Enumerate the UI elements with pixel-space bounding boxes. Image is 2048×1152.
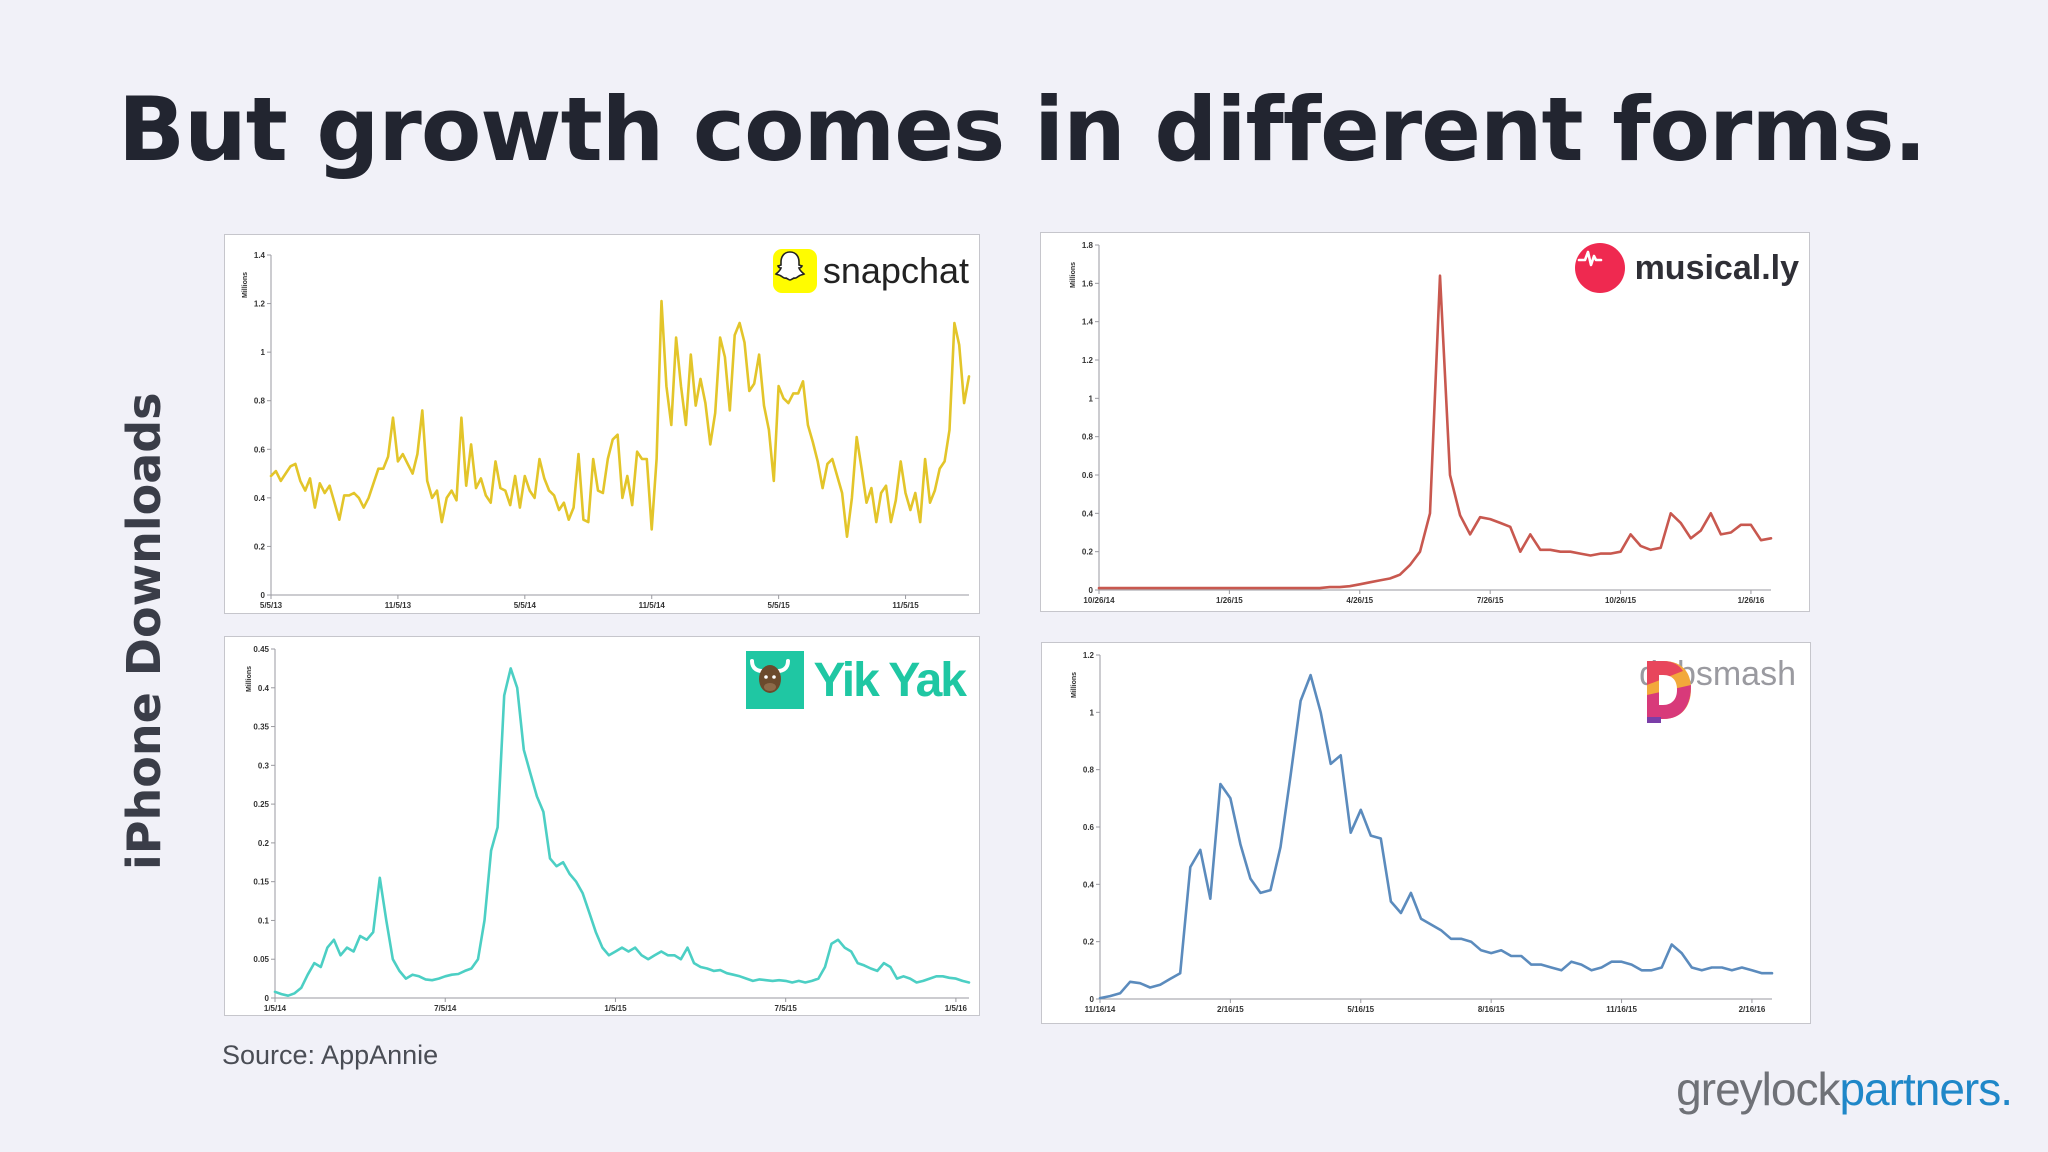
yikyak-chart: 0 0.05 0.1 0.15 0.2 0.25 0.3 0.35 0.4 0.45 Million… <box>246 645 971 1013</box>
snapchat-y-tick-label: 0.6 <box>254 445 266 454</box>
yikyak-wordmark: Yik Yak <box>813 653 967 707</box>
yikyak-y-tick-label: 0.4 <box>258 684 270 693</box>
source-note: Source: AppAnnie <box>222 1040 439 1070</box>
snapchat-x-tick-label: 11/5/13 <box>385 601 412 610</box>
dubsmash-y-tick-label: 0 <box>1090 995 1095 1004</box>
musically-logo: musical.ly <box>1574 243 1799 293</box>
dubsmash-x-tick-label: 5/16/15 <box>1347 1005 1374 1014</box>
yikyak-y-tick-label: 0.35 <box>253 723 269 732</box>
dubsmash-chart: 0 0.2 0.4 0.6 0.8 1 1.2 Millions 11/16/14 2/16/15… <box>1071 651 1774 1014</box>
snapchat-x-tick-label: 5/5/14 <box>514 601 537 610</box>
yikyak-x-tick-label: 1/5/15 <box>604 1004 627 1013</box>
snapchat-x-tick-label: 11/5/15 <box>892 601 919 610</box>
musically-y-tick-label: 0.2 <box>1082 548 1094 557</box>
dubsmash-y-tick-label: 0.6 <box>1083 823 1095 832</box>
dubsmash-d-icon <box>1647 661 1692 723</box>
yikyak-y-tick-label: 0.2 <box>258 839 270 848</box>
yak-icon <box>745 651 804 709</box>
snapchat-chart: 0 0.2 0.4 0.6 0.8 1 1.2 1.4 Millions 5/5/13 11/5/1… <box>242 251 971 610</box>
yikyak-y-tick-label: 0.1 <box>258 916 270 925</box>
snapchat-wordmark: snapchat <box>822 250 969 291</box>
dubsmash-y-axis-label: Millions <box>1071 672 1078 698</box>
dubsmash-x-tick-label: 8/16/15 <box>1478 1005 1505 1014</box>
musically-x-tick-label: 10/26/15 <box>1605 596 1637 605</box>
musically-y-tick-label: 1.6 <box>1082 279 1094 288</box>
musically-x-tick-label: 10/26/14 <box>1083 596 1115 605</box>
snapchat-y-tick-label: 1.2 <box>254 300 266 309</box>
snapchat-x-tick-label: 11/5/14 <box>639 601 666 610</box>
musically-y-tick-label: 0.8 <box>1082 433 1094 442</box>
snapchat-chart-panel: 0 0.2 0.4 0.6 0.8 1 1.2 1.4 Millions 5/5/13 11/5/1… <box>224 234 980 614</box>
dubsmash-logo: dubsmash <box>1639 655 1796 723</box>
music-note-icon <box>1574 243 1625 293</box>
dubsmash-y-tick-label: 0.8 <box>1083 766 1095 775</box>
musically-y-tick-label: 1 <box>1089 394 1094 403</box>
musically-y-tick-label: 1.2 <box>1082 356 1094 365</box>
brand-partners: partners. <box>1839 1063 2013 1115</box>
iphone-downloads-label: iPhone Downloads <box>117 392 171 870</box>
yikyak-x-tick-label: 7/5/15 <box>775 1004 798 1013</box>
snapchat-y-tick-label: 0.8 <box>254 397 266 406</box>
snapchat-y-tick-label: 1 <box>261 348 266 357</box>
musically-downloads-line <box>1097 274 1773 590</box>
yikyak-x-tick-label: 1/5/16 <box>945 1004 968 1013</box>
snapchat-logo: snapchat <box>772 249 969 293</box>
musically-y-tick-label: 1.8 <box>1082 241 1094 250</box>
snapchat-y-tick-label: 0.2 <box>254 542 266 551</box>
snapchat-y-tick-label: 1.4 <box>254 251 266 260</box>
slide-title: But growth comes in different forms. <box>118 78 1927 181</box>
dubsmash-chart-panel: 0 0.2 0.4 0.6 0.8 1 1.2 Millions 11/16/14 2/16/15… <box>1041 642 1811 1024</box>
yikyak-x-tick-label: 7/5/14 <box>434 1004 457 1013</box>
dubsmash-y-tick-label: 1 <box>1090 708 1095 717</box>
yikyak-y-tick-label: 0.25 <box>253 800 269 809</box>
yikyak-y-tick-label: 0.45 <box>253 645 269 654</box>
musically-x-tick-label: 1/26/15 <box>1216 596 1243 605</box>
snapchat-x-tick-label: 5/5/15 <box>768 601 791 610</box>
dubsmash-y-tick-label: 0.4 <box>1083 880 1095 889</box>
yikyak-y-tick-label: 0.05 <box>253 955 269 964</box>
yikyak-y-tick-label: 0.15 <box>253 878 269 887</box>
musically-x-tick-label: 7/26/15 <box>1477 596 1504 605</box>
ghost-icon <box>772 249 817 293</box>
yikyak-y-tick-label: 0 <box>265 994 270 1003</box>
dubsmash-x-tick-label: 11/16/15 <box>1606 1005 1637 1014</box>
snapchat-y-tick-label: 0.4 <box>254 494 266 503</box>
dubsmash-downloads-line <box>1098 673 1774 1000</box>
dubsmash-y-tick-label: 0.2 <box>1083 938 1095 947</box>
snapchat-x-tick-label: 5/5/13 <box>260 601 283 610</box>
musically-chart-panel: 0 0.2 0.4 0.6 0.8 1 1.2 1.4 1.6 1.8 Millions 10/26/… <box>1040 232 1810 612</box>
yikyak-logo: Yik Yak <box>745 651 967 709</box>
yikyak-chart-panel: 0 0.05 0.1 0.15 0.2 0.25 0.3 0.35 0.4 0.45 Million… <box>224 636 980 1016</box>
snapchat-y-tick-label: 0 <box>261 591 266 600</box>
snapchat-downloads-line <box>269 299 971 539</box>
dubsmash-y-tick-label: 1.2 <box>1083 651 1095 660</box>
musically-wordmark: musical.ly <box>1634 248 1799 287</box>
dubsmash-x-tick-label: 2/16/15 <box>1217 1005 1244 1014</box>
brand-greylock: greylock <box>1676 1063 1840 1115</box>
dubsmash-x-tick-label: 2/16/16 <box>1739 1005 1766 1014</box>
greylock-partners-logo: greylockpartners. <box>1676 1062 2013 1116</box>
yikyak-downloads-line <box>273 667 971 998</box>
yikyak-y-axis-label: Millions <box>246 666 253 692</box>
snapchat-y-axis-label: Millions <box>242 272 249 298</box>
yikyak-y-tick-label: 0.3 <box>258 761 270 770</box>
dubsmash-x-tick-label: 11/16/14 <box>1085 1005 1116 1014</box>
musically-chart: 0 0.2 0.4 0.6 0.8 1 1.2 1.4 1.6 1.8 Millions 10/26/… <box>1070 241 1773 605</box>
musically-x-tick-label: 1/26/16 <box>1738 596 1765 605</box>
yikyak-x-tick-label: 1/5/14 <box>264 1004 287 1013</box>
musically-y-tick-label: 0 <box>1089 586 1094 595</box>
musically-y-axis-label: Millions <box>1070 262 1077 288</box>
musically-x-tick-label: 4/26/15 <box>1346 596 1373 605</box>
musically-y-tick-label: 0.4 <box>1082 509 1094 518</box>
musically-y-tick-label: 1.4 <box>1082 318 1094 327</box>
musically-y-tick-label: 0.6 <box>1082 471 1094 480</box>
